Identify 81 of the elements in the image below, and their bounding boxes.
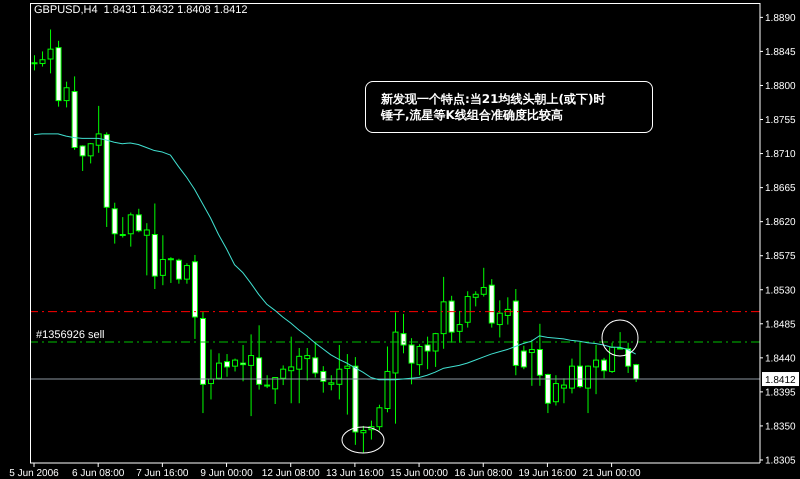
candlestick bbox=[472, 290, 479, 307]
ref-line-label: #1356926 sell bbox=[36, 328, 105, 341]
candlestick bbox=[248, 334, 254, 417]
candlestick bbox=[176, 258, 182, 284]
candlestick bbox=[320, 366, 326, 394]
chart-title: GBPUSD,H4 1.8431 1.8432 1.8408 1.8412 bbox=[34, 4, 248, 16]
candlestick bbox=[480, 267, 487, 298]
candlestick bbox=[360, 425, 366, 453]
x-tick-label: 13 Jun 16:00 bbox=[326, 468, 384, 479]
candlestick bbox=[376, 404, 382, 431]
x-tick-label: 9 Jun 00:00 bbox=[200, 468, 254, 479]
candlestick bbox=[288, 336, 294, 404]
candlestick bbox=[120, 216, 126, 238]
candlestick bbox=[633, 363, 640, 383]
candlestick bbox=[593, 344, 600, 395]
annotation: 锤子,流星等K线组合准确度比较高 bbox=[381, 107, 564, 123]
candlestick bbox=[216, 352, 222, 380]
candlestick bbox=[601, 357, 608, 379]
y-tick-label: 1.8395 bbox=[765, 387, 796, 398]
candlestick bbox=[64, 81, 70, 108]
y-tick-label: 1.8710 bbox=[765, 149, 796, 160]
candlestick bbox=[304, 348, 310, 382]
y-tick-label: 1.8530 bbox=[765, 285, 796, 296]
candlestick bbox=[424, 336, 431, 370]
candlestick bbox=[232, 358, 238, 372]
candlestick bbox=[184, 262, 190, 284]
y-tick-label: 1.8665 bbox=[765, 183, 796, 194]
annotation: 新发现一个特点:当21均线头朝上(或下)时 bbox=[381, 91, 606, 107]
candlestick bbox=[408, 338, 415, 385]
y-tick-label: 1.8485 bbox=[765, 319, 796, 330]
y-tick-label: 1.8305 bbox=[765, 456, 796, 467]
ref-line-label: 1.8412 bbox=[765, 375, 796, 386]
candlestick bbox=[560, 378, 567, 404]
y-tick-label: 1.8575 bbox=[765, 251, 796, 262]
candlestick bbox=[32, 54, 38, 71]
y-tick-label: 1.8890 bbox=[765, 12, 796, 24]
candlestick bbox=[40, 50, 46, 68]
y-tick-label: 1.8845 bbox=[765, 46, 796, 58]
candlestick bbox=[80, 144, 86, 172]
candlestick bbox=[520, 345, 527, 370]
candlestick bbox=[96, 105, 102, 154]
candlestick bbox=[160, 234, 166, 286]
candlestick bbox=[344, 354, 350, 416]
candlestick bbox=[400, 313, 407, 354]
candlestick bbox=[136, 208, 142, 233]
x-tick-label: 12 Jun 08:00 bbox=[262, 468, 320, 479]
candlestick bbox=[496, 300, 503, 338]
candlestick bbox=[528, 339, 535, 386]
x-tick-label: 6 Jun 08:00 bbox=[72, 468, 125, 479]
y-tick-label: 1.8440 bbox=[765, 353, 796, 364]
x-tick-label: 5 Jun 2006 bbox=[9, 468, 60, 479]
candlestick bbox=[456, 310, 463, 344]
candlestick bbox=[432, 332, 439, 368]
y-tick-label: 1.8800 bbox=[765, 81, 796, 92]
x-tick-label: 19 Jun 16:00 bbox=[518, 468, 577, 479]
candlestick bbox=[88, 142, 94, 164]
candlestick bbox=[552, 374, 559, 406]
candlestick bbox=[336, 344, 342, 400]
candlestick bbox=[224, 354, 230, 378]
x-tick-label: 21 Jun 00:00 bbox=[582, 468, 641, 479]
y-tick-label: 1.8755 bbox=[765, 115, 796, 126]
candlestick bbox=[328, 374, 334, 391]
candlestick bbox=[576, 341, 583, 389]
x-tick-label: 7 Jun 16:00 bbox=[136, 468, 189, 479]
candlestick bbox=[280, 364, 286, 386]
candlestick bbox=[272, 377, 278, 404]
candlestick bbox=[568, 358, 575, 394]
y-tick-label: 1.8620 bbox=[765, 217, 796, 228]
x-tick-label: 16 Jun 08:00 bbox=[454, 468, 513, 479]
candlestick bbox=[585, 364, 592, 414]
x-tick-label: 15 Jun 00:00 bbox=[390, 468, 448, 479]
candlestick bbox=[416, 344, 423, 376]
candlestick bbox=[296, 348, 302, 404]
candlestick bbox=[48, 28, 54, 74]
y-tick-label: 1.8350 bbox=[765, 421, 796, 432]
candlestick bbox=[144, 222, 150, 276]
candlestick bbox=[168, 256, 174, 284]
candlestick bbox=[128, 212, 134, 248]
candlestick bbox=[264, 374, 270, 389]
candlestick bbox=[312, 342, 318, 378]
candlestick bbox=[240, 344, 246, 382]
